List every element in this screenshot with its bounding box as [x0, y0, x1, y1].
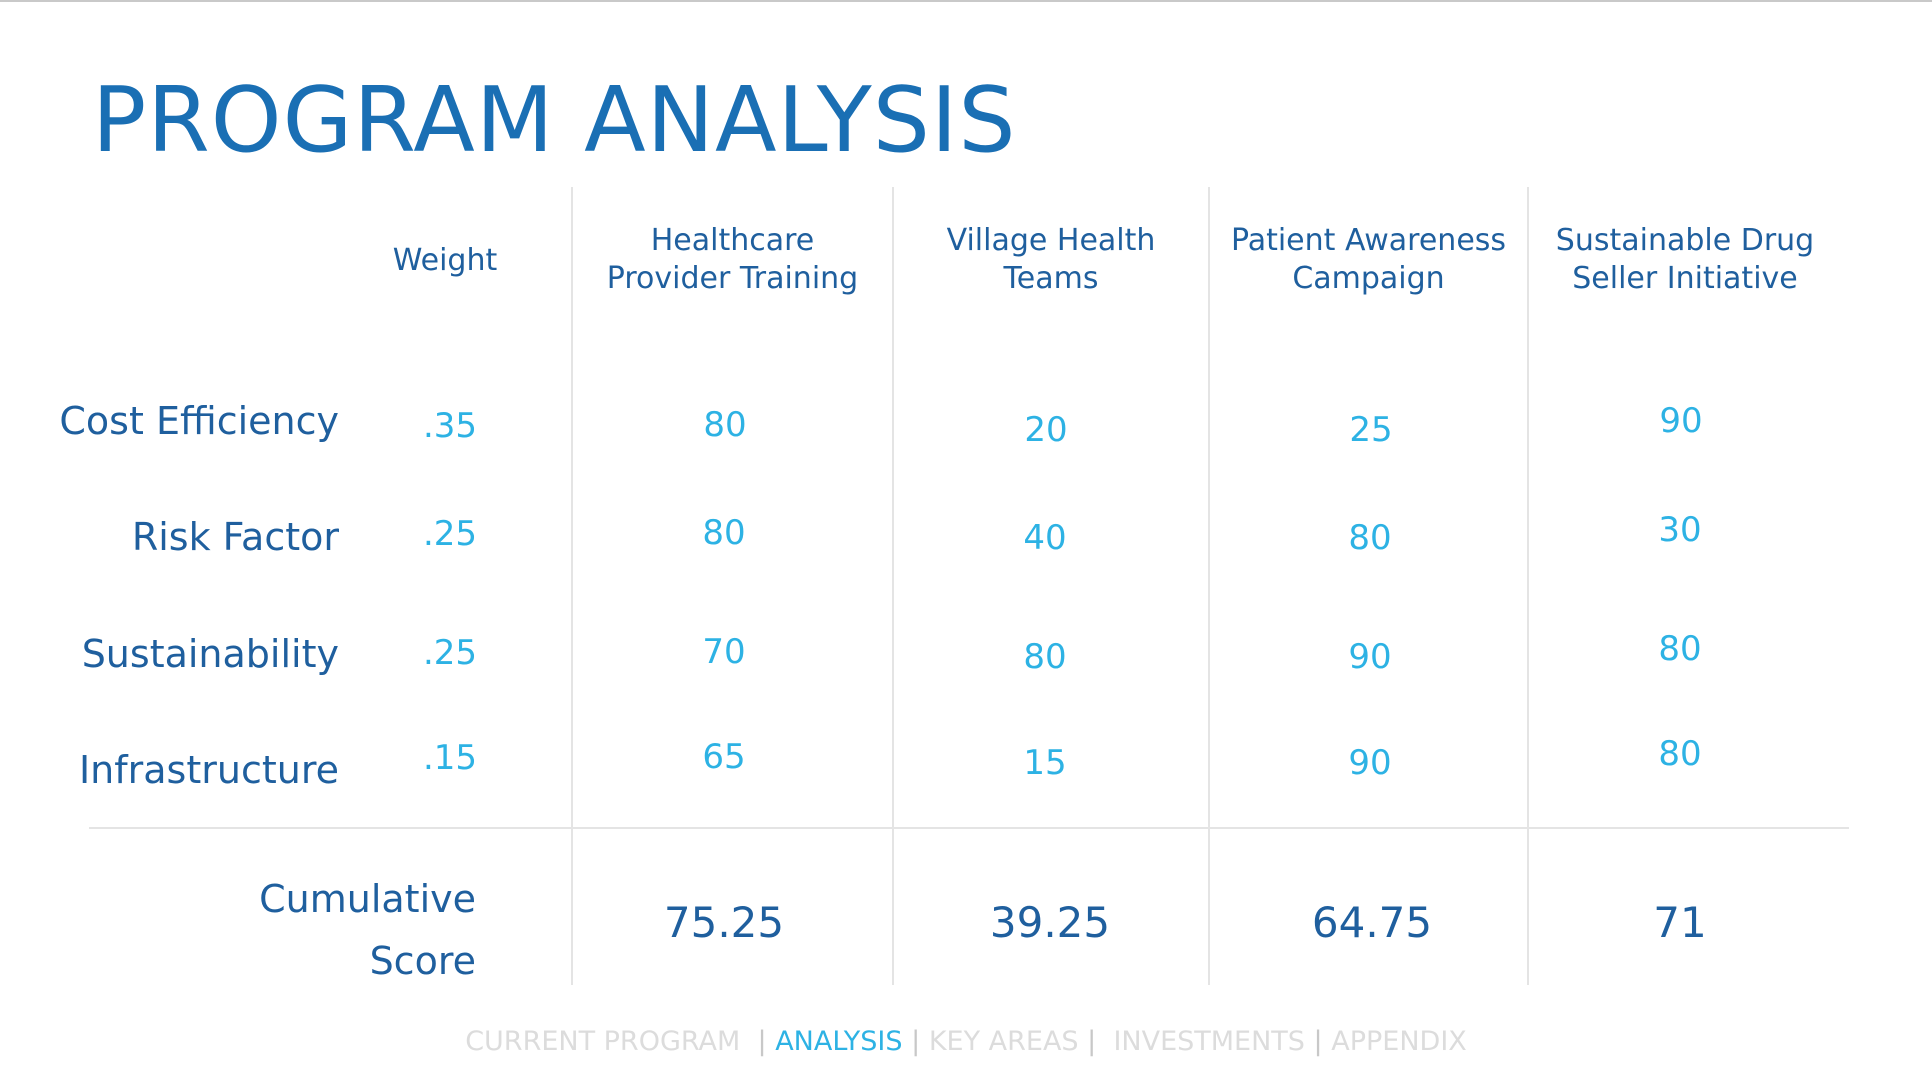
row-label-cost-efficiency: Cost Efficiency	[59, 399, 339, 443]
score-cell: 15	[1023, 743, 1067, 783]
cumulative-label-line: Score	[369, 939, 476, 983]
score-cell: 20	[1024, 410, 1068, 450]
weight-value: .25	[422, 633, 478, 673]
nav-separator: |	[757, 1026, 767, 1057]
score-cell: 65	[702, 737, 746, 777]
nav-separator: |	[1087, 1026, 1097, 1057]
program-header-line: Seller Initiative	[1572, 261, 1798, 296]
nav-separator: |	[911, 1026, 921, 1057]
top-border	[0, 0, 1932, 2]
weight-value: .35	[422, 406, 478, 446]
program-header-line: Village Health	[946, 223, 1156, 258]
score-cell: 90	[1659, 401, 1703, 441]
program-header-line: Healthcare	[650, 223, 815, 258]
program-header-healthcare-provider-training: Healthcare Provider Training	[573, 220, 892, 300]
score-cell: 80	[1658, 734, 1702, 774]
row-label-sustainability: Sustainability	[81, 632, 339, 676]
nav-analysis[interactable]: ANALYSIS	[775, 1026, 903, 1057]
program-header-line: Patient Awareness	[1230, 223, 1507, 258]
weight-value: .25	[422, 514, 478, 554]
program-header-line: Sustainable Drug	[1555, 223, 1815, 258]
program-header-line: Teams	[1003, 261, 1099, 296]
program-header-line: Provider Training	[606, 261, 859, 296]
score-cell: 80	[703, 405, 747, 445]
row-label-infrastructure: Infrastructure	[78, 748, 339, 792]
weight-value: .15	[422, 738, 478, 778]
score-cell: 90	[1348, 637, 1392, 677]
score-cell: 30	[1658, 510, 1702, 550]
cumulative-score-label: Cumulative Score	[259, 868, 476, 992]
nav-current-program[interactable]: CURRENT PROGRAM	[465, 1026, 741, 1057]
score-cell: 80	[1348, 518, 1392, 558]
nav-key-areas[interactable]: KEY AREAS	[928, 1026, 1079, 1057]
cumulative-score-value: 71	[1653, 898, 1707, 947]
program-header-village-health-teams: Village Health Teams	[894, 220, 1208, 300]
cumulative-score-value: 39.25	[989, 898, 1111, 947]
nav-separator: |	[1313, 1026, 1323, 1057]
column-divider	[1527, 187, 1529, 985]
footer-navigation: CURRENT PROGRAM | ANALYSIS | KEY AREAS |…	[0, 1024, 1932, 1060]
column-divider	[571, 187, 573, 985]
row-label-risk-factor: Risk Factor	[131, 515, 339, 559]
program-header-line: Campaign	[1292, 261, 1445, 296]
score-cell: 40	[1023, 518, 1067, 558]
column-divider	[892, 187, 894, 985]
program-header-sustainable-drug-seller-initiative: Sustainable Drug Seller Initiative	[1529, 220, 1841, 300]
nav-appendix[interactable]: APPENDIX	[1331, 1026, 1467, 1057]
score-cell: 25	[1349, 410, 1393, 450]
cumulative-score-value: 75.25	[663, 898, 785, 947]
score-cell: 80	[1023, 637, 1067, 677]
column-divider	[1208, 187, 1210, 985]
score-cell: 90	[1348, 743, 1392, 783]
nav-investments[interactable]: INVESTMENTS	[1113, 1026, 1305, 1057]
weight-header: Weight	[392, 243, 498, 278]
cumulative-label-line: Cumulative	[259, 877, 476, 921]
score-cell: 80	[702, 513, 746, 553]
table-divider	[89, 827, 1849, 829]
score-cell: 80	[1658, 629, 1702, 669]
program-header-patient-awareness-campaign: Patient Awareness Campaign	[1210, 220, 1527, 300]
cumulative-score-value: 64.75	[1311, 898, 1433, 947]
score-cell: 70	[702, 632, 746, 672]
page-title: PROGRAM ANALYSIS	[92, 68, 1017, 173]
